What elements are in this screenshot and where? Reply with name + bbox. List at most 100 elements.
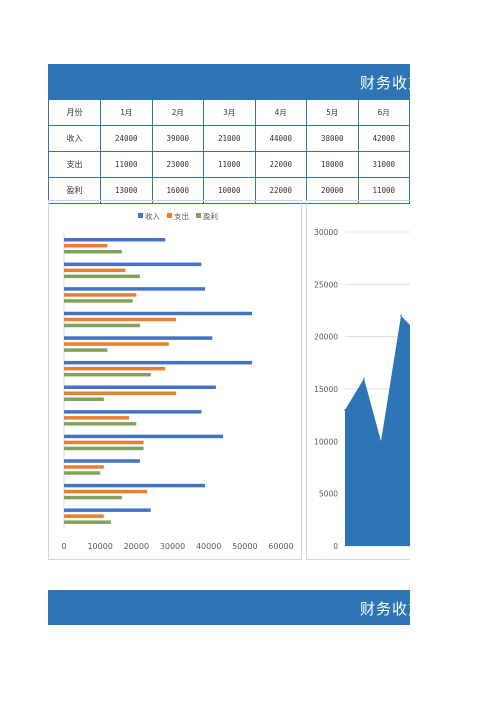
bar-expense xyxy=(64,317,177,322)
month-header-cell: 4月 xyxy=(254,99,307,126)
table-cell: 20000 xyxy=(306,177,359,204)
x-tick-label: 0 xyxy=(61,542,66,551)
month-header-label: 月份 xyxy=(48,99,101,126)
month-header-cell: 1月 xyxy=(100,99,153,126)
bar-profit xyxy=(64,495,122,500)
area-point xyxy=(344,409,346,411)
bar-expense xyxy=(64,244,108,248)
y-tick-label: 0 xyxy=(333,542,338,551)
table-header-row: 月份 1月 2月 3月 4月 5月 6月 xyxy=(48,99,410,126)
legend-label: 支出 xyxy=(174,211,189,221)
x-tick-label: 20000 xyxy=(124,542,149,551)
bar-profit xyxy=(64,372,151,377)
bar-expense xyxy=(64,440,144,445)
table-row: 收入 24000 39000 21000 44000 38000 42000 xyxy=(48,125,410,152)
bar-income xyxy=(64,287,206,291)
bar-chart: 收入 支出 盈利 0 10000 20000 30000 40000 50000 60000 xyxy=(61,211,293,551)
bar-expense xyxy=(64,514,104,518)
bar-income xyxy=(64,262,202,267)
month-header-cell: 6月 xyxy=(357,99,410,126)
table-row: 支出 11000 23000 11000 22000 18000 31000 xyxy=(48,151,410,178)
table-cell: 18000 xyxy=(306,151,359,178)
bar-profit xyxy=(64,348,108,352)
x-tick-label: 60000 xyxy=(268,542,293,551)
bar-expense xyxy=(64,391,177,395)
row-label: 盈利 xyxy=(48,177,101,204)
bar-income xyxy=(64,336,213,340)
header-banner: 财务收支 xyxy=(48,64,410,99)
table-cell: 21000 xyxy=(203,125,256,152)
area-point xyxy=(400,314,402,317)
area-point xyxy=(363,377,365,380)
table-cell: 44000 xyxy=(254,125,307,152)
bar-profit xyxy=(64,446,144,451)
footer-title: 财务收支 xyxy=(360,600,410,618)
bar-profit xyxy=(64,299,133,303)
x-tick-label: 40000 xyxy=(196,542,221,551)
bar-profit xyxy=(64,274,140,279)
bar-expense xyxy=(64,465,104,469)
table-cell: 31000 xyxy=(357,151,410,178)
row-label: 支出 xyxy=(48,151,101,178)
table-cell: 38000 xyxy=(306,125,359,152)
y-tick-label: 30000 xyxy=(314,228,338,237)
bar-income xyxy=(64,360,253,365)
bar-profit xyxy=(64,250,122,254)
table-cell: 39000 xyxy=(151,125,204,152)
x-tick-label: 30000 xyxy=(160,542,185,551)
bar-profit xyxy=(64,323,140,328)
bar-income xyxy=(64,483,206,488)
table-cell: 24000 xyxy=(100,125,153,152)
bar-expense xyxy=(64,366,166,371)
bar-expense xyxy=(64,268,126,273)
table-cell: 22000 xyxy=(254,177,307,204)
month-header-cell: 2月 xyxy=(151,99,204,126)
bar-income xyxy=(64,459,140,463)
table-cell: 23000 xyxy=(151,151,204,178)
bar-income xyxy=(64,410,202,414)
bar-income xyxy=(64,311,253,316)
y-tick-label: 20000 xyxy=(314,333,338,342)
bar-expense xyxy=(64,342,169,346)
bar-chart-panel: 收入 支出 盈利 0 10000 20000 30000 40000 50000 60000 xyxy=(48,200,302,560)
bar-profit xyxy=(64,422,137,426)
y-tick-label: 5000 xyxy=(319,490,338,499)
bar-income xyxy=(64,434,224,439)
bar-profit xyxy=(64,397,104,401)
y-tick-label: 25000 xyxy=(314,280,338,289)
legend-label: 收入 xyxy=(145,211,160,221)
x-tick-label: 50000 xyxy=(232,542,257,551)
table-cell: 16000 xyxy=(151,177,204,204)
area-point xyxy=(380,440,382,443)
bar-income xyxy=(64,508,151,512)
table-cell: 11000 xyxy=(100,151,153,178)
x-tick-label: 10000 xyxy=(87,542,112,551)
footer-banner: 财务收支 xyxy=(48,590,410,625)
bar-expense xyxy=(64,293,137,297)
y-tick-label: 10000 xyxy=(314,437,338,446)
page-title: 财务收支 xyxy=(360,74,410,92)
month-header-cell: 5月 xyxy=(306,99,359,126)
bar-profit xyxy=(64,471,101,475)
bar-income xyxy=(64,238,166,242)
table-cell: 10000 xyxy=(203,177,256,204)
table-cell: 11000 xyxy=(357,177,410,204)
table-cell: 22000 xyxy=(254,151,307,178)
legend-label: 盈利 xyxy=(203,211,218,221)
area-chart: 0 5000 10000 15000 20000 25000 30000 xyxy=(314,228,410,551)
month-header-cell: 3月 xyxy=(203,99,256,126)
area-series xyxy=(345,315,410,546)
legend-swatch xyxy=(167,213,172,218)
bar-expense xyxy=(64,489,148,494)
bar-profit xyxy=(64,520,112,524)
legend-swatch xyxy=(138,213,143,218)
table-row: 盈利 13000 16000 10000 22000 20000 11000 xyxy=(48,177,410,204)
table-cell: 42000 xyxy=(357,125,410,152)
bar-expense xyxy=(64,416,130,420)
legend-swatch xyxy=(196,213,201,218)
y-tick-label: 15000 xyxy=(314,385,338,394)
finance-table: 月份 1月 2月 3月 4月 5月 6月 收入 24000 39000 21000 44000 3800… xyxy=(48,99,410,204)
area-chart-panel: 0 5000 10000 15000 20000 25000 30000 xyxy=(306,200,410,560)
bar-income xyxy=(64,385,216,389)
table-cell: 11000 xyxy=(203,151,256,178)
